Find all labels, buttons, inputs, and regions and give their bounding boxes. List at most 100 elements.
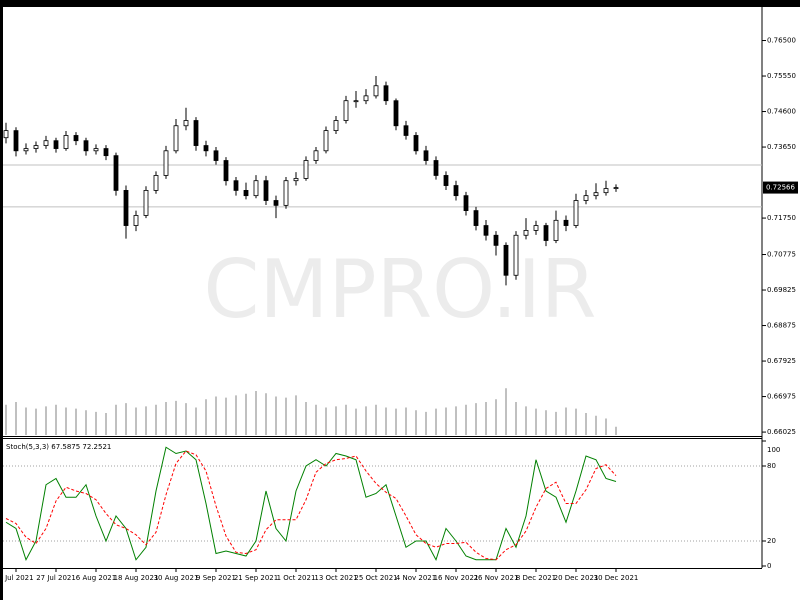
candle-body <box>463 195 469 211</box>
x-tick-label: 5 Jul 2021 <box>0 574 34 582</box>
candle-body <box>123 190 129 226</box>
candle-body <box>423 150 429 161</box>
y-tick-label: 0.76500 <box>767 37 796 45</box>
x-tick-label: 30 Dec 2021 <box>594 574 639 582</box>
x-tick-label: 4 Nov 2021 <box>396 574 436 582</box>
candle-body <box>533 225 539 231</box>
candle-body <box>403 125 409 136</box>
x-tick-label: 1 Oct 2021 <box>277 574 316 582</box>
candle-body <box>153 175 159 191</box>
y-tick-label: 0.67925 <box>767 357 796 365</box>
candle-body <box>223 160 229 182</box>
candle-body <box>433 160 439 176</box>
x-tick-label: 6 Aug 2021 <box>76 574 116 582</box>
indicator-line <box>5 450 617 561</box>
candle-body <box>563 219 569 226</box>
current-price-label: 0.72566 <box>766 184 795 192</box>
y2-tick-label: 20 <box>767 537 776 545</box>
y-tick-label: 0.73650 <box>767 143 796 151</box>
candle-body <box>63 135 69 149</box>
current-price-box <box>763 181 798 194</box>
candle-body <box>33 145 39 149</box>
candle-body <box>93 148 99 152</box>
candle-body <box>263 180 269 201</box>
y-tick-label: 0.74600 <box>767 108 796 116</box>
candle-body <box>253 180 259 197</box>
watermark: CMPRO.IR <box>203 243 596 336</box>
candle-body <box>613 187 619 189</box>
x-tick-label: 8 Dec 2021 <box>516 574 556 582</box>
y2-tick-label: 100 <box>767 446 780 454</box>
x-tick-label: 18 Aug 2021 <box>114 574 159 582</box>
candle-body <box>543 225 549 241</box>
candle-body <box>243 190 249 197</box>
candle-body <box>573 200 579 226</box>
candle-body <box>113 155 119 191</box>
y2-tick-label: 0 <box>767 562 771 570</box>
y-tick-label: 0.68875 <box>767 322 796 330</box>
candle-body <box>213 150 219 161</box>
candle-body <box>513 234 519 276</box>
y2-tick-label: 80 <box>767 462 776 470</box>
candle-body <box>603 188 609 194</box>
candle-body <box>553 219 559 241</box>
candle-body <box>373 85 379 97</box>
candle-body <box>333 120 339 132</box>
x-tick-label: 27 Jul 2021 <box>36 574 76 582</box>
candle-body <box>393 100 399 127</box>
candle-body <box>143 190 149 216</box>
y-tick-label: 0.69825 <box>767 286 796 294</box>
frame-left <box>0 0 3 600</box>
candle-body <box>273 200 279 206</box>
x-tick-label: 20 Dec 2021 <box>554 574 599 582</box>
candle-body <box>293 178 299 182</box>
indicator-line <box>5 446 617 562</box>
candle-body <box>183 120 189 127</box>
y-tick-label: 0.70775 <box>767 251 796 259</box>
frame-top <box>0 0 800 7</box>
candle-body <box>523 230 529 236</box>
candle-body <box>163 150 169 176</box>
candle-body <box>83 140 89 152</box>
x-tick-label: 13 Oct 2021 <box>314 574 357 582</box>
x-tick-label: 30 Aug 2021 <box>154 574 199 582</box>
candle-body <box>23 148 29 152</box>
candle-body <box>453 185 459 197</box>
x-tick-label: 25 Oct 2021 <box>354 574 397 582</box>
candle-body <box>493 234 499 246</box>
y-tick-label: 0.66025 <box>767 428 796 436</box>
candle-body <box>43 140 49 146</box>
candle-body <box>233 180 239 191</box>
candle-body <box>383 85 389 102</box>
y-tick-label: 0.66975 <box>767 393 796 401</box>
candle-body <box>503 244 509 276</box>
x-tick-label: 16 Nov 2021 <box>434 574 479 582</box>
candle-body <box>483 225 489 236</box>
candle-body <box>593 192 599 197</box>
candle-body <box>193 120 199 146</box>
candle-body <box>583 195 589 201</box>
candle-body <box>413 135 419 152</box>
candle-body <box>103 148 109 157</box>
candle-body <box>133 215 139 226</box>
candle-body <box>303 160 309 179</box>
x-tick-label: 21 Sep 2021 <box>234 574 278 582</box>
candle-body <box>73 135 79 142</box>
candle-body <box>353 100 359 103</box>
candle-body <box>343 100 349 121</box>
candle-body <box>173 125 179 152</box>
candle-body <box>473 210 479 226</box>
y-tick-label: 0.75550 <box>767 72 796 80</box>
x-tick-label: 26 Nov 2021 <box>474 574 519 582</box>
candle-body <box>443 175 449 186</box>
y-tick-label: 0.77450 <box>767 1 796 9</box>
candle-body <box>323 130 329 152</box>
candle-body <box>313 150 319 161</box>
candle-body <box>13 130 19 152</box>
candle-body <box>283 180 289 206</box>
candle-body <box>3 130 9 139</box>
indicator-title: Stoch(5,3,3) 67.5875 72.2521 <box>6 443 111 451</box>
candle-body <box>203 145 209 152</box>
